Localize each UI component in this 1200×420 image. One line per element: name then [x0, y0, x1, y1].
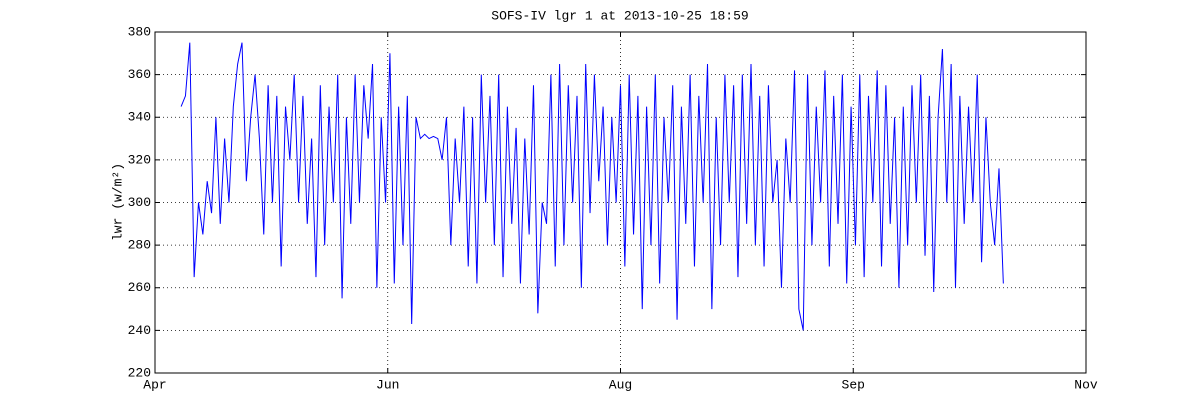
y-tick-label: 220 — [128, 365, 151, 380]
x-tick-label: Nov — [1074, 377, 1098, 392]
y-tick-label: 280 — [128, 238, 151, 253]
data-line — [180, 42, 1004, 331]
y-tick-label: 240 — [128, 323, 151, 338]
x-tick-label: Apr — [143, 377, 166, 392]
x-tick-label: Aug — [609, 377, 632, 392]
y-tick-label: 360 — [128, 67, 151, 82]
y-tick-label: 340 — [128, 110, 151, 125]
x-tick-label: Sep — [842, 377, 865, 392]
y-tick-label: 380 — [128, 24, 151, 39]
x-tick-label: Jun — [376, 377, 399, 392]
plot-frame — [154, 31, 1087, 374]
y-axis-label: lwr (w/m²) — [110, 163, 125, 241]
y-tick-label: 300 — [128, 195, 151, 210]
y-tick-label: 260 — [128, 280, 151, 295]
y-tick-label: 320 — [128, 152, 151, 167]
chart-title: SOFS-IV lgr 1 at 2013-10-25 18:59 — [491, 8, 748, 23]
